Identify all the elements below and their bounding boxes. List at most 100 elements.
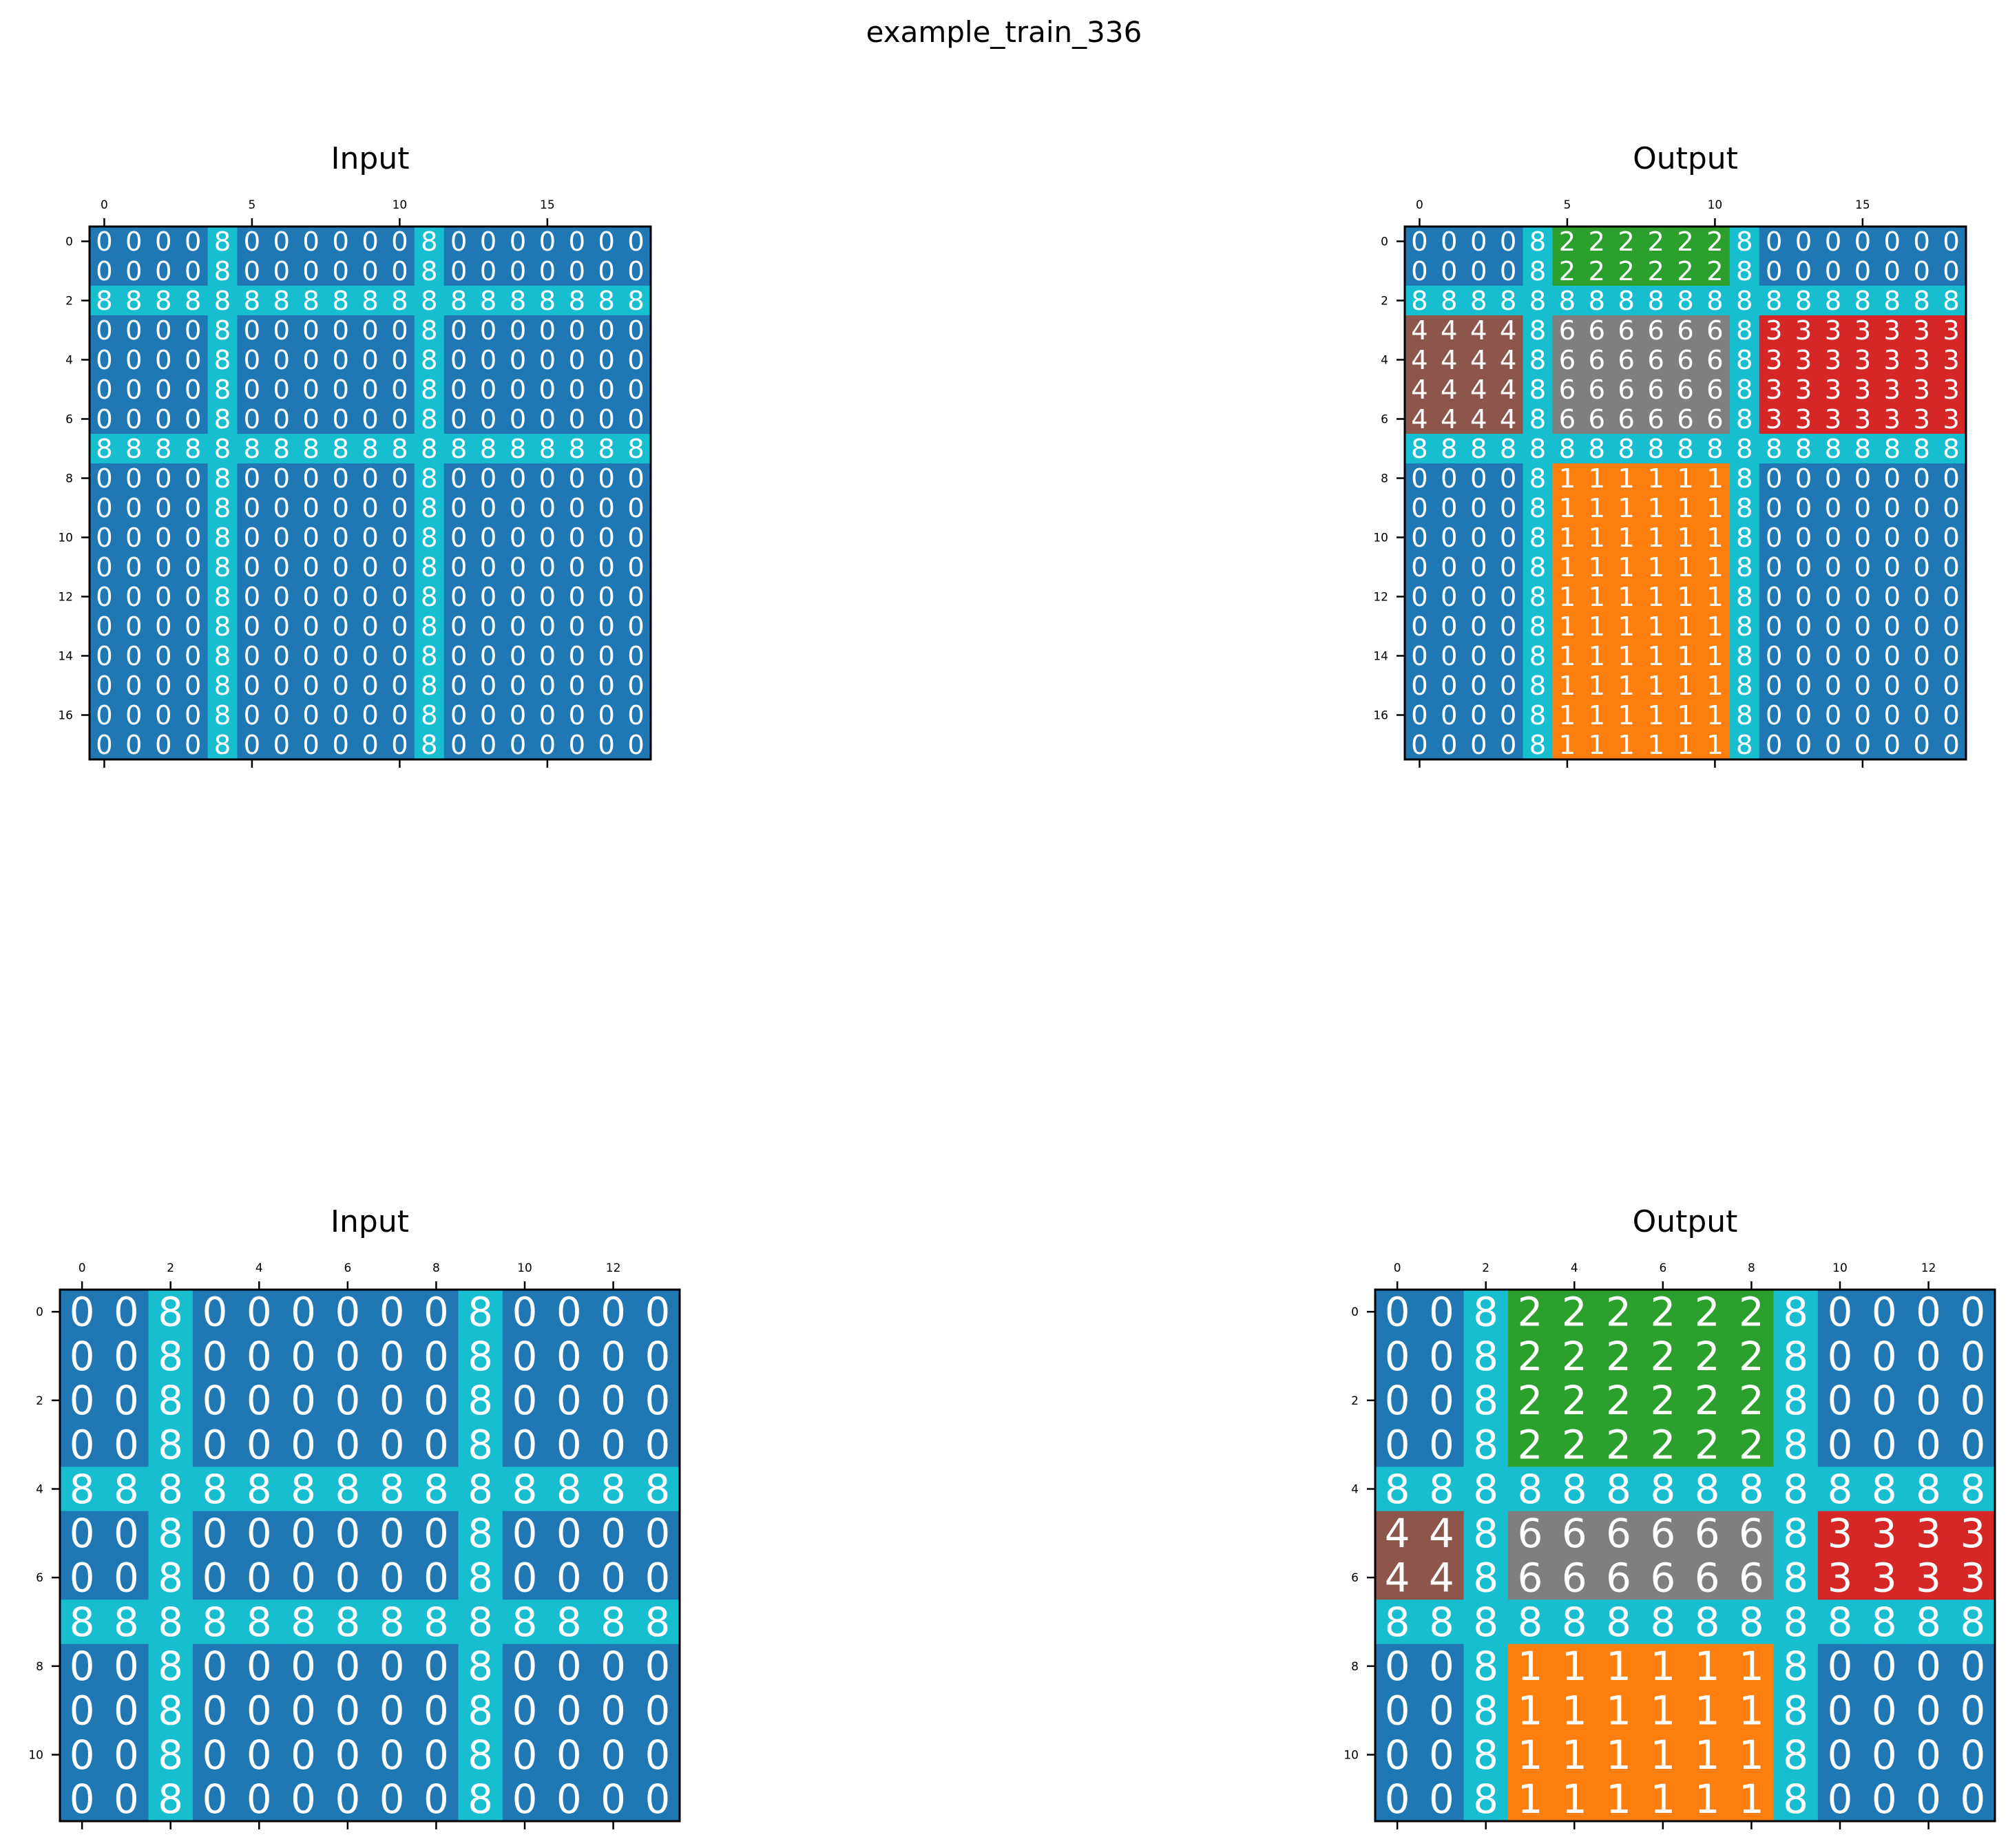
grid-cell (266, 256, 297, 286)
grid-cell (1729, 700, 1760, 731)
cell-value: 8 (645, 1466, 670, 1513)
cell-value: 0 (302, 493, 320, 524)
grid-cell (296, 286, 326, 316)
cell-value: 2 (1677, 227, 1694, 258)
cell-value: 6 (1650, 1510, 1675, 1557)
cell-value: 0 (423, 1554, 449, 1601)
cell-value: 8 (158, 1732, 183, 1778)
cell-value: 8 (1470, 286, 1487, 317)
grid-cell (1611, 700, 1642, 731)
cell-value: 2 (1695, 1377, 1720, 1424)
cell-value: 0 (598, 523, 615, 554)
grid-cell (281, 1644, 326, 1689)
cell-value: 2 (1606, 1288, 1631, 1335)
grid-cell (503, 404, 533, 434)
cell-value: 8 (1783, 1776, 1808, 1823)
cell-value: 8 (158, 1687, 183, 1734)
grid-cell (326, 671, 356, 701)
grid-cell (547, 1290, 592, 1334)
cell-value: 0 (96, 227, 113, 258)
grid-cell (1848, 523, 1878, 553)
cell-value: 0 (362, 345, 379, 376)
cell-value: 0 (1943, 641, 1960, 672)
cell-value: 6 (1647, 404, 1664, 435)
cell-value: 2 (1739, 1377, 1764, 1424)
cell-value: 1 (1647, 700, 1664, 731)
cell-value: 0 (1766, 493, 1783, 524)
cell-value: 0 (556, 1421, 582, 1468)
cell-value: 2 (1562, 1421, 1587, 1468)
grid-cell (1759, 730, 1790, 760)
cell-value: 0 (627, 730, 645, 761)
cell-value: 0 (1828, 1687, 1853, 1734)
grid-cell (635, 1467, 680, 1512)
grid-cell (1419, 1776, 1465, 1822)
cell-value: 0 (1883, 227, 1901, 258)
grid-cell (592, 345, 622, 375)
cell-value: 0 (335, 1333, 360, 1380)
grid-cell (1375, 1644, 1420, 1689)
cell-value: 0 (273, 582, 291, 613)
grid-cell (1419, 1511, 1465, 1556)
grid-cell (1818, 700, 1848, 731)
grid-cell (562, 552, 592, 582)
cell-value: 0 (568, 730, 585, 761)
cell-value: 0 (70, 1687, 95, 1734)
grid-cell (266, 315, 297, 346)
grid-cell (370, 1378, 415, 1423)
grid-cell (1788, 434, 1819, 464)
cell-value: 0 (96, 463, 113, 494)
grid-cell (1685, 1422, 1730, 1467)
cell-value: 0 (1470, 493, 1487, 524)
grid-cell (532, 641, 563, 671)
cell-value: 0 (1828, 1377, 1853, 1424)
grid-cell (148, 1290, 194, 1334)
grid-cell (1907, 315, 1937, 346)
grid-cell (473, 286, 504, 316)
cell-value: 1 (1677, 523, 1694, 554)
cell-value: 0 (1441, 730, 1458, 761)
cell-value: 8 (450, 286, 468, 317)
cell-value: 0 (273, 345, 291, 376)
cell-value: 8 (70, 1599, 95, 1646)
cell-value: 8 (480, 434, 497, 465)
x-tick-label: 10 (1832, 1261, 1848, 1275)
grid-cell (1671, 523, 1701, 553)
grid-cell (1640, 1776, 1686, 1822)
cell-value: 0 (185, 730, 202, 761)
grid-cell (414, 641, 445, 671)
cell-value: 8 (70, 1466, 95, 1513)
grid-cell (1877, 345, 1907, 375)
grid-cell (60, 1290, 105, 1334)
grid-cell (384, 375, 415, 405)
grid-cell (90, 493, 120, 523)
cell-value: 0 (1825, 227, 1842, 258)
cell-value: 0 (291, 1776, 316, 1823)
cell-value: 0 (1854, 523, 1872, 554)
grid-cell (326, 315, 356, 346)
grid-cell (503, 463, 533, 494)
cell-value: 0 (302, 375, 320, 406)
grid-cell (1788, 552, 1819, 582)
grid-cell (60, 1334, 105, 1379)
cell-value: 0 (1872, 1333, 1897, 1380)
grid-cell (1641, 523, 1671, 553)
grid-cell (1936, 611, 1967, 642)
cell-value: 0 (1795, 493, 1812, 524)
cell-value: 0 (510, 523, 527, 554)
cell-value: 3 (1854, 404, 1872, 435)
cell-value: 0 (450, 582, 468, 613)
grid-cell (237, 700, 267, 731)
grid-cell (1523, 286, 1553, 316)
cell-value: 8 (332, 286, 349, 317)
cell-value: 0 (539, 641, 556, 672)
cell-value: 1 (1618, 700, 1635, 731)
cell-value: 0 (96, 700, 113, 731)
cell-value: 0 (247, 1776, 272, 1823)
grid-cell (1419, 1467, 1465, 1512)
y-tick-label: 8 (1381, 472, 1388, 486)
cell-value: 8 (1943, 434, 1960, 465)
grid-cell (1877, 552, 1907, 582)
cell-value: 0 (1795, 523, 1812, 554)
